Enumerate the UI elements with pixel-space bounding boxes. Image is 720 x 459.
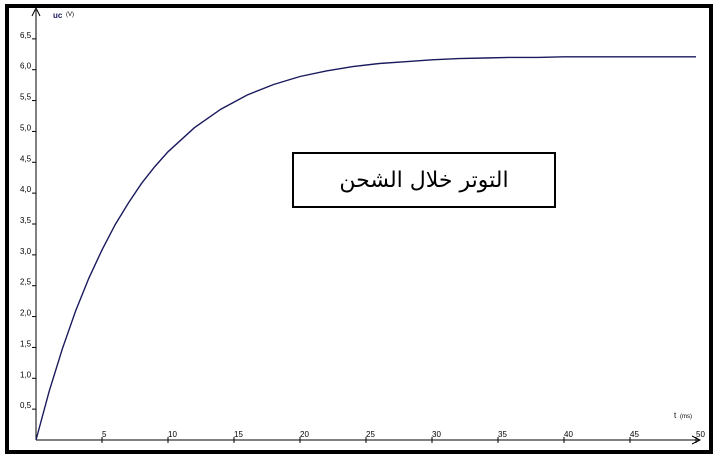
series-line-0 <box>35 56 696 441</box>
x-ticks: 5 10 15 20 25 30 35 40 45 50 <box>101 430 705 443</box>
y-tick-label: 6,0 <box>20 62 32 71</box>
y-axis-arrow <box>31 6 41 17</box>
y-tick-label: 2,0 <box>20 309 32 318</box>
y-tick-label: 1,5 <box>20 339 32 348</box>
x-tick-label: 25 <box>366 430 375 439</box>
y-tick-label: 3,0 <box>20 247 32 256</box>
y-tick-label: 0,5 <box>20 401 32 410</box>
y-axis-unit: (V) <box>66 12 74 18</box>
y-tick-label: 4,0 <box>20 185 32 194</box>
x-axis-arrow <box>691 435 702 445</box>
annotation-box: التوتر خلال الشحن <box>292 152 556 208</box>
x-tick-label: 35 <box>498 430 507 439</box>
y-tick-label: 1,0 <box>20 370 32 379</box>
chart-frame <box>5 4 713 454</box>
y-ticks: 0,5 1,0 1,5 2,0 2,5 3,0 3,5 4,0 4,5 5,0 5,5 6,0 6,5 <box>20 31 36 410</box>
y-tick-label: 3,5 <box>20 216 32 225</box>
x-tick-label: 20 <box>300 430 309 439</box>
x-tick-label: 45 <box>630 430 639 439</box>
axes <box>31 6 702 445</box>
y-tick-label: 2,5 <box>20 278 32 287</box>
y-tick-label: 5,0 <box>20 123 32 132</box>
x-tick-label: 10 <box>168 430 177 439</box>
annotation-text: التوتر خلال الشحن <box>339 167 509 193</box>
series-layer <box>35 56 696 441</box>
x-axis-label: t <box>674 411 677 420</box>
x-tick-label: 40 <box>564 430 573 439</box>
y-tick-label: 4,5 <box>20 154 32 163</box>
x-tick-label: 50 <box>696 430 705 439</box>
x-tick-label: 15 <box>234 430 243 439</box>
y-axis-label: uc <box>53 11 63 20</box>
y-tick-label: 6,5 <box>20 31 32 40</box>
x-axis-unit: (ms) <box>680 414 692 420</box>
y-tick-label: 5,5 <box>20 93 32 102</box>
x-tick-label: 30 <box>432 430 441 439</box>
x-tick-label: 5 <box>102 430 107 439</box>
